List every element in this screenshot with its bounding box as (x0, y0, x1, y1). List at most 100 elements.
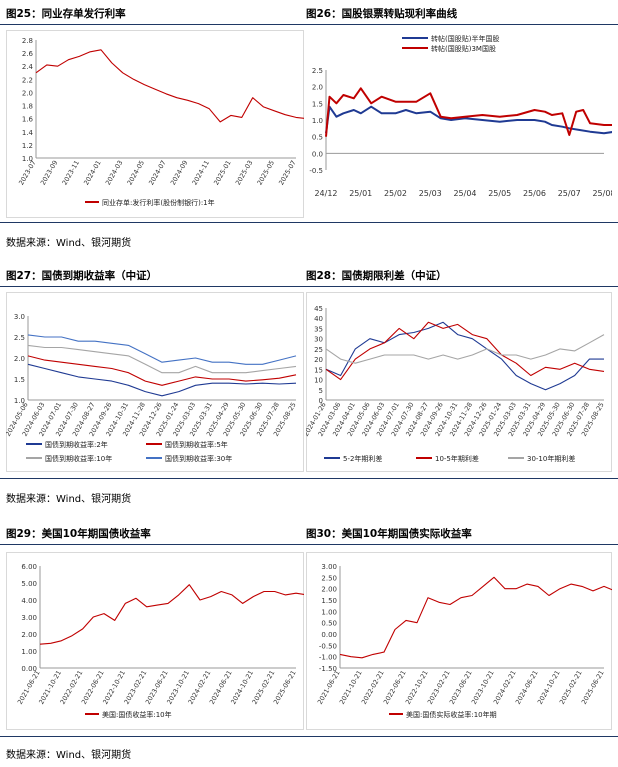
source-divider (0, 736, 618, 737)
legend-label-3: 国债到期收益率:30年 (165, 454, 232, 463)
series-line-0 (35, 49, 304, 123)
y-tick-label: 0.00 (21, 665, 37, 673)
chart-panel-25: 1.0 1.2 1.4 1.6 1.8 2.0 2.2 2.4 2.6 2.8 2023-07 202… (6, 30, 304, 218)
y-tick-label: -0.5 (309, 167, 323, 175)
y-tick-label: 15 (314, 366, 323, 374)
x-tick-label: 2024-11 (191, 159, 212, 187)
chart-28: 0510152025303540452024-01-262024-03-0620… (306, 292, 612, 472)
chart-title-28: 图28：国债期限利差（中证） (306, 270, 447, 282)
y-tick-label: 1.2 (22, 142, 33, 150)
y-tick-label: 1.6 (22, 116, 34, 124)
series-line-1 (325, 87, 612, 137)
x-tick-label: 2023-09 (39, 159, 60, 187)
x-tick-label: 2023-11 (61, 159, 82, 187)
chart-title-30: 图30：美国10年期国债实际收益率 (306, 528, 472, 540)
source-divider (0, 478, 618, 479)
y-tick-label: 20 (314, 356, 323, 364)
series-line-0 (339, 576, 612, 659)
title-divider (0, 544, 618, 545)
y-tick-label: 0.0 (312, 150, 323, 158)
y-tick-label: 2.4 (22, 63, 34, 71)
chart-panel-30: -1.50 -1.00 -0.50 0.00 0.50 1.00 1.50 2.00 2.50 3… (306, 552, 612, 730)
x-tick-label: 2025-06-21 (580, 669, 606, 706)
y-tick-label: 1.5 (14, 376, 25, 384)
x-tick-label: 25/04 (453, 189, 476, 198)
y-tick-label: 30 (314, 336, 323, 344)
series-line-0 (27, 363, 297, 397)
data-source-row2: 数据来源：Wind、银河期货 (6, 494, 132, 505)
x-tick-label: 2024-09 (169, 159, 190, 187)
y-tick-label: 6.00 (21, 563, 37, 571)
chart-title-29: 图29：美国10年期国债收益率 (6, 528, 151, 540)
data-source-row1: 数据来源：Wind、银河期货 (6, 238, 132, 249)
y-tick-label: 2.50 (321, 574, 337, 582)
y-tick-label: 2.0 (312, 84, 323, 92)
y-tick-label: 1.0 (14, 397, 25, 405)
y-tick-label: -1.50 (319, 665, 337, 673)
legend-label-0: 5-2年期利差 (343, 454, 382, 463)
series-line-1 (27, 355, 297, 386)
x-tick-label: 2025-01 (212, 159, 233, 187)
x-tick-label: 25/06 (523, 189, 546, 198)
legend-label-1: 国债到期收益率:5年 (165, 440, 228, 449)
legend-label-2: 国债到期收益率:10年 (45, 454, 112, 463)
y-tick-label: -1.00 (319, 654, 337, 662)
x-tick-label: 2024-01 (82, 159, 103, 187)
y-tick-label: 2.0 (14, 355, 25, 363)
y-tick-label: 45 (314, 305, 323, 313)
y-tick-label: -0.50 (319, 642, 337, 650)
legend-label-2: 30-10年期利差 (527, 454, 575, 463)
chart-panel-27: 1.0 1.5 2.0 2.5 3.0 2024-05-06 2024-06-03 2024-… (6, 292, 304, 472)
x-tick-label: 2025-05 (256, 159, 277, 187)
legend-label-0: 国债到期收益率:2年 (45, 440, 108, 449)
y-tick-label: 4.00 (21, 597, 37, 605)
chart-panel-29: 0.00 1.00 2.00 3.00 4.00 5.00 6.00 2021-06-21 20… (6, 552, 304, 730)
y-tick-label: 1.5 (312, 100, 323, 108)
legend-label-1: 10-5年期利差 (435, 454, 479, 463)
y-tick-label: 3.00 (21, 614, 37, 622)
x-tick-label: 25/08 (592, 189, 612, 198)
legend-label-0: 同业存单:发行利率(股份制银行):1年 (102, 198, 215, 207)
chart-27: 1.01.52.02.53.02024-05-062024-06-032024-… (6, 292, 304, 472)
y-tick-label: 0.50 (321, 620, 337, 628)
y-tick-label: 1.8 (22, 103, 33, 111)
x-tick-label: 2025-03 (234, 159, 255, 187)
x-tick-label: 25/03 (419, 189, 442, 198)
y-tick-label: 40 (314, 315, 323, 323)
chart-title-25: 图25：同业存单发行利率 (6, 8, 126, 20)
y-tick-label: 1.50 (321, 597, 337, 605)
x-tick-label: 25/07 (558, 189, 581, 198)
chart-26: -0.5 0.0 0.5 1.0 1.5 2.0 2.5 24/12 25/01 25/02 25/… (309, 34, 612, 198)
y-tick-label: 2.00 (321, 586, 337, 594)
x-tick-label: 2025-06-21 (272, 669, 298, 706)
series-line-0 (325, 321, 604, 391)
x-tick-label: 25/05 (488, 189, 511, 198)
y-tick-label: 5.00 (21, 580, 37, 588)
y-tick-label: 1.0 (312, 117, 323, 125)
series-line-2 (27, 344, 297, 374)
chart-30: -1.50 -1.00 -0.50 0.00 0.50 1.00 1.50 2.00 2.50 3… (306, 552, 612, 730)
legend-label-0: 转帖(国股贴)半年国股 (431, 34, 499, 43)
x-tick-label: 2024-05 (126, 159, 147, 187)
series-line-0 (325, 105, 612, 135)
y-tick-label: 0.5 (312, 134, 323, 142)
chart-title-26: 图26：国股银票转贴现利率曲线 (306, 8, 458, 20)
y-tick-label: 2.0 (22, 89, 33, 97)
chart-panel-26: -0.5 0.0 0.5 1.0 1.5 2.0 2.5 24/12 25/01 25/02 25/… (306, 30, 612, 218)
y-tick-label: 2.2 (22, 76, 33, 84)
x-tick-label: 25/01 (349, 189, 372, 198)
y-tick-label: 2.00 (21, 631, 37, 639)
chart-frame (306, 552, 612, 730)
legend-label-1: 转帖(国股贴)3M国股 (431, 44, 496, 53)
y-tick-label: 1.4 (22, 129, 34, 137)
y-tick-label: 10 (314, 377, 323, 385)
y-tick-label: 0 (319, 397, 323, 405)
x-tick-label: 25/02 (384, 189, 407, 198)
x-tick-label: 24/12 (314, 189, 337, 198)
y-tick-label: 1.00 (321, 608, 337, 616)
data-source-row3: 数据来源：Wind、银河期货 (6, 750, 132, 761)
y-tick-label: 25 (314, 346, 323, 354)
y-tick-label: 35 (314, 325, 323, 333)
y-tick-label: 1.0 (22, 155, 33, 163)
